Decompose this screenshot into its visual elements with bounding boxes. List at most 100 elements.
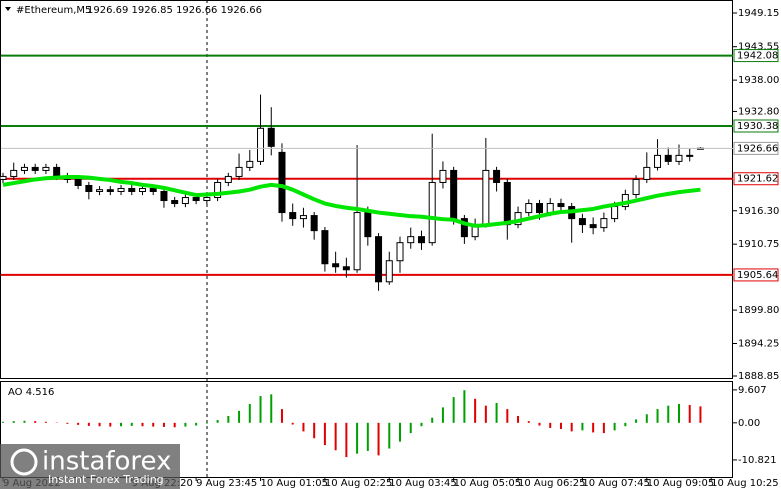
candle-body	[246, 160, 254, 168]
quote: 1926.69 1926.85 1926.66 1926.66	[87, 5, 262, 16]
candle-body	[353, 212, 361, 271]
ao-frame	[0, 381, 733, 478]
candle-body	[686, 154, 694, 157]
candle-body	[53, 166, 61, 177]
candle-body	[482, 169, 490, 226]
candle-body	[525, 203, 533, 214]
level-label-box	[733, 268, 779, 282]
candle-body	[160, 190, 168, 202]
candle-body	[224, 175, 232, 183]
x-tick-label: 10 Aug 03:45	[389, 478, 456, 489]
x-tick-label: 9 Aug 23:45	[196, 478, 257, 489]
candle-body	[654, 154, 662, 168]
y-tick-label: 1932.80	[738, 106, 779, 117]
candle-body	[611, 206, 619, 220]
main-frame	[0, 0, 733, 379]
candle-body	[643, 166, 651, 180]
candle-body	[321, 230, 329, 265]
level-label: 1905.64	[737, 270, 778, 281]
candle-body	[407, 236, 415, 244]
watermark-name: instaforex	[42, 447, 171, 477]
candle-body	[310, 215, 318, 232]
candle-body	[128, 187, 136, 192]
last-price-box	[733, 141, 779, 155]
candle-body	[450, 169, 458, 220]
candle-body	[385, 260, 393, 283]
x-tick-label: 10 Aug 01:05	[261, 478, 328, 489]
y-tick-label: 9.607	[738, 385, 767, 396]
candle-body	[214, 181, 222, 199]
level-label-box	[733, 49, 779, 63]
candle-body	[600, 218, 608, 229]
candle-body	[203, 197, 211, 202]
candle-body	[664, 154, 672, 162]
y-tick-label: 1943.55	[738, 42, 779, 53]
y-tick-label: 1916.30	[738, 206, 779, 217]
candle-body	[289, 212, 297, 220]
level-label: 1942.08	[737, 51, 778, 62]
y-tick-label: 1938.00	[738, 75, 779, 86]
candle-body	[364, 212, 372, 238]
candle-body	[375, 236, 383, 283]
candle-body	[503, 181, 511, 226]
x-tick-label: 10 Aug 09:05	[647, 478, 714, 489]
y-tick-label: 1949.15	[738, 8, 779, 19]
candle-body	[192, 197, 200, 202]
candle-body	[149, 187, 157, 192]
moving-average	[2, 175, 701, 228]
y-tick-label: 1910.75	[738, 239, 779, 250]
candle-body	[181, 197, 189, 205]
candle-body	[10, 169, 18, 177]
candle-body	[460, 218, 468, 238]
candle-body	[42, 166, 50, 171]
candle-body	[632, 178, 640, 196]
candle-body	[0, 175, 7, 180]
candle-body	[536, 203, 543, 214]
candle-body	[332, 263, 340, 268]
x-tick-label: 10 Aug 10:25	[711, 478, 778, 489]
watermark: instaforex Instant Forex Trading	[0, 444, 180, 489]
candle-body	[257, 127, 265, 162]
candle-body	[278, 151, 286, 214]
candle-body	[20, 166, 28, 171]
y-tick-label: 1894.25	[738, 339, 779, 350]
candle-body	[675, 154, 683, 162]
candle-body	[106, 189, 114, 192]
candle-body	[417, 236, 425, 244]
candle-body	[31, 166, 39, 171]
candle-body	[117, 187, 125, 192]
x-tick-label: 10 Aug 05:05	[454, 478, 521, 489]
last-price-label: 1926.66	[737, 143, 778, 154]
candle-body	[439, 169, 447, 183]
x-tick-label: 10 Aug 07:45	[582, 478, 649, 489]
level-label: 1930.38	[737, 121, 778, 132]
chart-title: #Ethereum,M5	[16, 5, 91, 16]
level-label: 1921.62	[737, 174, 778, 185]
y-tick-label: -10.821	[738, 455, 777, 466]
candle-body	[342, 266, 350, 271]
x-tick-label: 10 Aug 06:25	[518, 478, 585, 489]
candle-body	[557, 203, 565, 208]
watermark-tagline: Instant Forex Trading	[48, 473, 164, 486]
ao-title: AO 4.516	[8, 387, 54, 398]
candle-body	[589, 224, 597, 229]
candle-body	[171, 200, 179, 205]
candle-body	[138, 187, 146, 192]
candle-body	[578, 218, 586, 226]
y-tick-label: 1899.80	[738, 305, 779, 316]
candle-body	[546, 203, 554, 214]
y-tick-label: 1888.85	[738, 371, 779, 382]
x-tick-label: 10 Aug 02:25	[325, 478, 392, 489]
y-tick-label: 0.00	[738, 418, 760, 429]
candle-body	[428, 181, 436, 244]
candle-body	[74, 178, 82, 186]
candle-body	[396, 242, 404, 262]
candle-body	[493, 169, 501, 183]
watermark-logo	[10, 448, 38, 476]
level-label-box	[733, 172, 779, 186]
level-label-box	[733, 119, 779, 133]
candle-body	[85, 184, 93, 192]
candle-body	[299, 215, 307, 220]
